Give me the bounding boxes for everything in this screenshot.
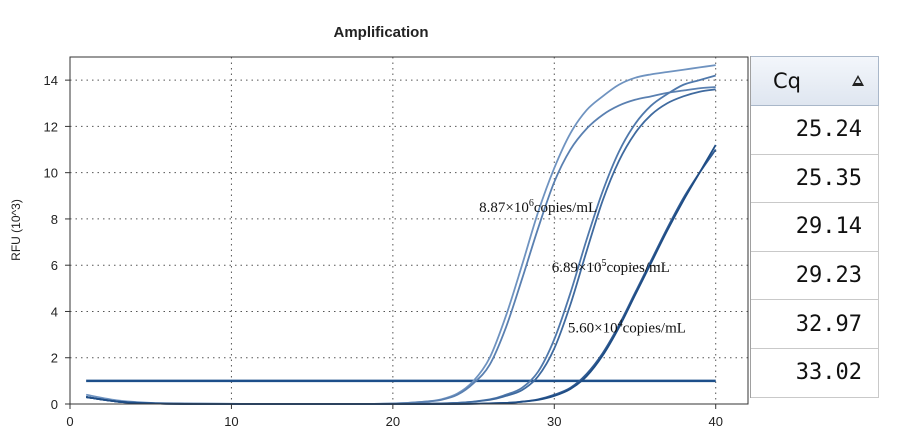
table-row[interactable]: 29.14 <box>751 203 879 252</box>
cq-value: 25.35 <box>795 165 862 191</box>
x-tick-label: 0 <box>66 414 73 429</box>
chart-svg: Amplification RFU (10^3) 0 10 20 30 40 0 2 4 6 8 1… <box>9 24 749 429</box>
cq-value: 33.02 <box>795 360 862 386</box>
table-row[interactable]: 25.24 <box>751 106 879 155</box>
concentration-unit: copies/mL <box>534 200 597 216</box>
series-line-5 <box>86 149 717 405</box>
cq-header-label: Cq <box>773 69 801 93</box>
concentration-exponent: 5 <box>601 258 606 269</box>
table-row[interactable]: 25.35 <box>751 154 879 204</box>
cq-value: 25.24 <box>795 117 862 143</box>
table-row[interactable]: 29.23 <box>751 251 879 301</box>
cq-value: 29.23 <box>795 263 862 289</box>
concentration-exponent: 4 <box>618 318 623 329</box>
cq-table: Cq 25.24 25.35 29.14 29.23 32.97 33.02 <box>750 56 879 398</box>
y-tick-label: 2 <box>51 351 58 366</box>
x-tick-label: 10 <box>224 414 238 429</box>
concentration-label-3: 5.60×104copies/mL <box>568 318 686 336</box>
annotation-layer: 8.87×106copies/mL6.89×105copies/mL5.60×1… <box>479 198 686 336</box>
concentration-exponent: 6 <box>529 198 534 209</box>
chart-title: Amplification <box>333 24 428 41</box>
series-line-2 <box>86 86 716 405</box>
triangle-up-icon[interactable] <box>852 75 864 86</box>
concentration-unit: copies/mL <box>623 320 686 336</box>
concentration-label-2: 6.89×105copies/mL <box>552 258 670 276</box>
x-tick-label: 40 <box>708 414 722 429</box>
concentration-mantissa: 5.60×10 <box>568 320 618 336</box>
y-tick-label: 0 <box>51 397 58 412</box>
series-line-4 <box>86 88 716 405</box>
grid-layer <box>70 57 748 405</box>
series-line-3 <box>86 74 716 405</box>
x-tick-label: 30 <box>547 414 561 429</box>
concentration-label-1: 8.87×106copies/mL <box>479 198 597 216</box>
cq-value: 29.14 <box>795 214 862 240</box>
y-tick-label: 8 <box>51 212 58 227</box>
cq-value: 32.97 <box>795 311 862 337</box>
y-tick-label: 4 <box>51 304 58 319</box>
concentration-unit: copies/mL <box>606 260 669 276</box>
y-axis-label: RFU (10^3) <box>9 199 23 261</box>
series-line-1 <box>85 64 716 405</box>
concentration-mantissa: 6.89×10 <box>552 260 602 276</box>
concentration-mantissa: 8.87×10 <box>479 200 529 216</box>
y-tick-label: 14 <box>44 73 58 88</box>
y-tick-label: 12 <box>44 119 58 134</box>
table-row[interactable]: 33.02 <box>751 348 879 398</box>
plot-frame <box>69 56 749 405</box>
y-tick-label: 6 <box>51 258 58 273</box>
amplification-chart: Amplification RFU (10^3) 0 10 20 30 40 0 2 4 6 8 1… <box>9 24 749 429</box>
x-tick-label: 20 <box>386 414 400 429</box>
series-layer <box>85 64 717 405</box>
axis-layer: 0 10 20 30 40 0 2 4 6 8 10 12 14 <box>44 56 749 429</box>
y-tick-label: 10 <box>44 166 58 181</box>
table-row[interactable]: 32.97 <box>751 300 879 349</box>
cq-column-header[interactable]: Cq <box>751 56 879 106</box>
